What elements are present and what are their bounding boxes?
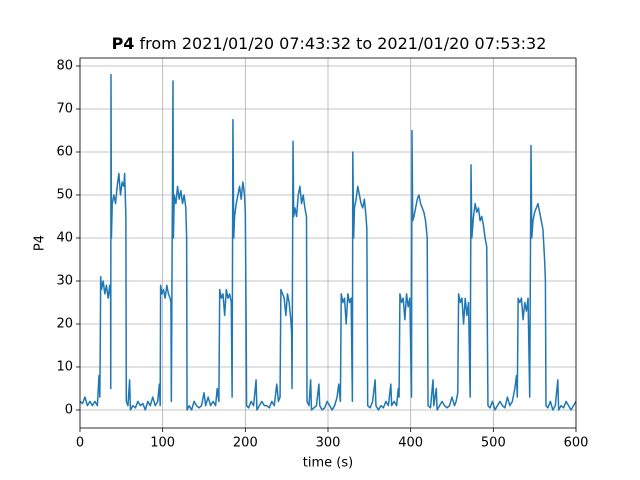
x-axis-label: time (s) [303,456,353,471]
title-bold: P4 [112,34,135,53]
x-tick-label: 0 [76,436,84,451]
x-tick-label: 400 [398,436,423,451]
y-tick-label: 30 [56,273,73,288]
chart-title: P4 from 2021/01/20 07:43:32 to 2021/01/2… [112,34,547,53]
y-tick-label: 10 [56,359,73,374]
y-tick-label: 70 [56,101,73,116]
y-axis-label: P4 [33,235,48,251]
data-line [79,73,577,411]
x-tick-label: 200 [233,436,258,451]
y-tick-label: 80 [56,58,73,73]
x-tick-label: 100 [150,436,175,451]
title-range: from 2021/01/20 07:43:32 to 2021/01/20 0… [140,34,547,53]
y-tick-label: 20 [56,316,73,331]
plot-frame [79,57,577,429]
x-tick-label: 300 [316,436,341,451]
y-tick-label: 40 [56,230,73,245]
x-tick-label: 600 [564,436,589,451]
x-tick-label: 500 [481,436,506,451]
y-tick-label: 0 [65,402,73,417]
y-tick-label: 60 [56,144,73,159]
y-tick-label: 50 [56,187,73,202]
